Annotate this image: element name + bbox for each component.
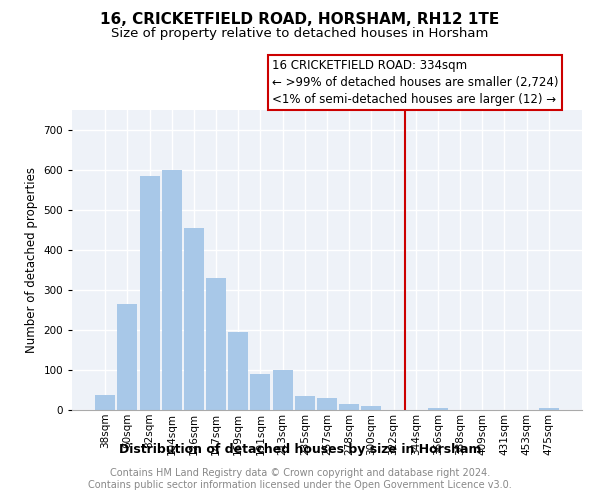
Text: Contains HM Land Registry data © Crown copyright and database right 2024.
Contai: Contains HM Land Registry data © Crown c… (88, 468, 512, 490)
Bar (361, 406, 382, 410)
Bar (184, 228, 204, 410)
Text: 16 CRICKETFIELD ROAD: 334sqm
← >99% of detached houses are smaller (2,724)
<1% o: 16 CRICKETFIELD ROAD: 334sqm ← >99% of d… (272, 59, 558, 106)
Bar (272, 370, 293, 410)
Bar (206, 278, 226, 410)
Bar (95, 395, 115, 410)
Bar (228, 332, 248, 410)
Bar (250, 374, 271, 410)
Bar (317, 398, 337, 410)
Bar (295, 396, 315, 410)
Text: 16, CRICKETFIELD ROAD, HORSHAM, RH12 1TE: 16, CRICKETFIELD ROAD, HORSHAM, RH12 1TE (100, 12, 500, 28)
Bar (339, 404, 359, 410)
Text: Distribution of detached houses by size in Horsham: Distribution of detached houses by size … (119, 442, 481, 456)
Y-axis label: Number of detached properties: Number of detached properties (25, 167, 38, 353)
Bar (162, 170, 182, 410)
Bar (118, 304, 137, 410)
Bar (428, 408, 448, 410)
Bar (140, 176, 160, 410)
Bar (539, 408, 559, 410)
Text: Size of property relative to detached houses in Horsham: Size of property relative to detached ho… (112, 28, 488, 40)
